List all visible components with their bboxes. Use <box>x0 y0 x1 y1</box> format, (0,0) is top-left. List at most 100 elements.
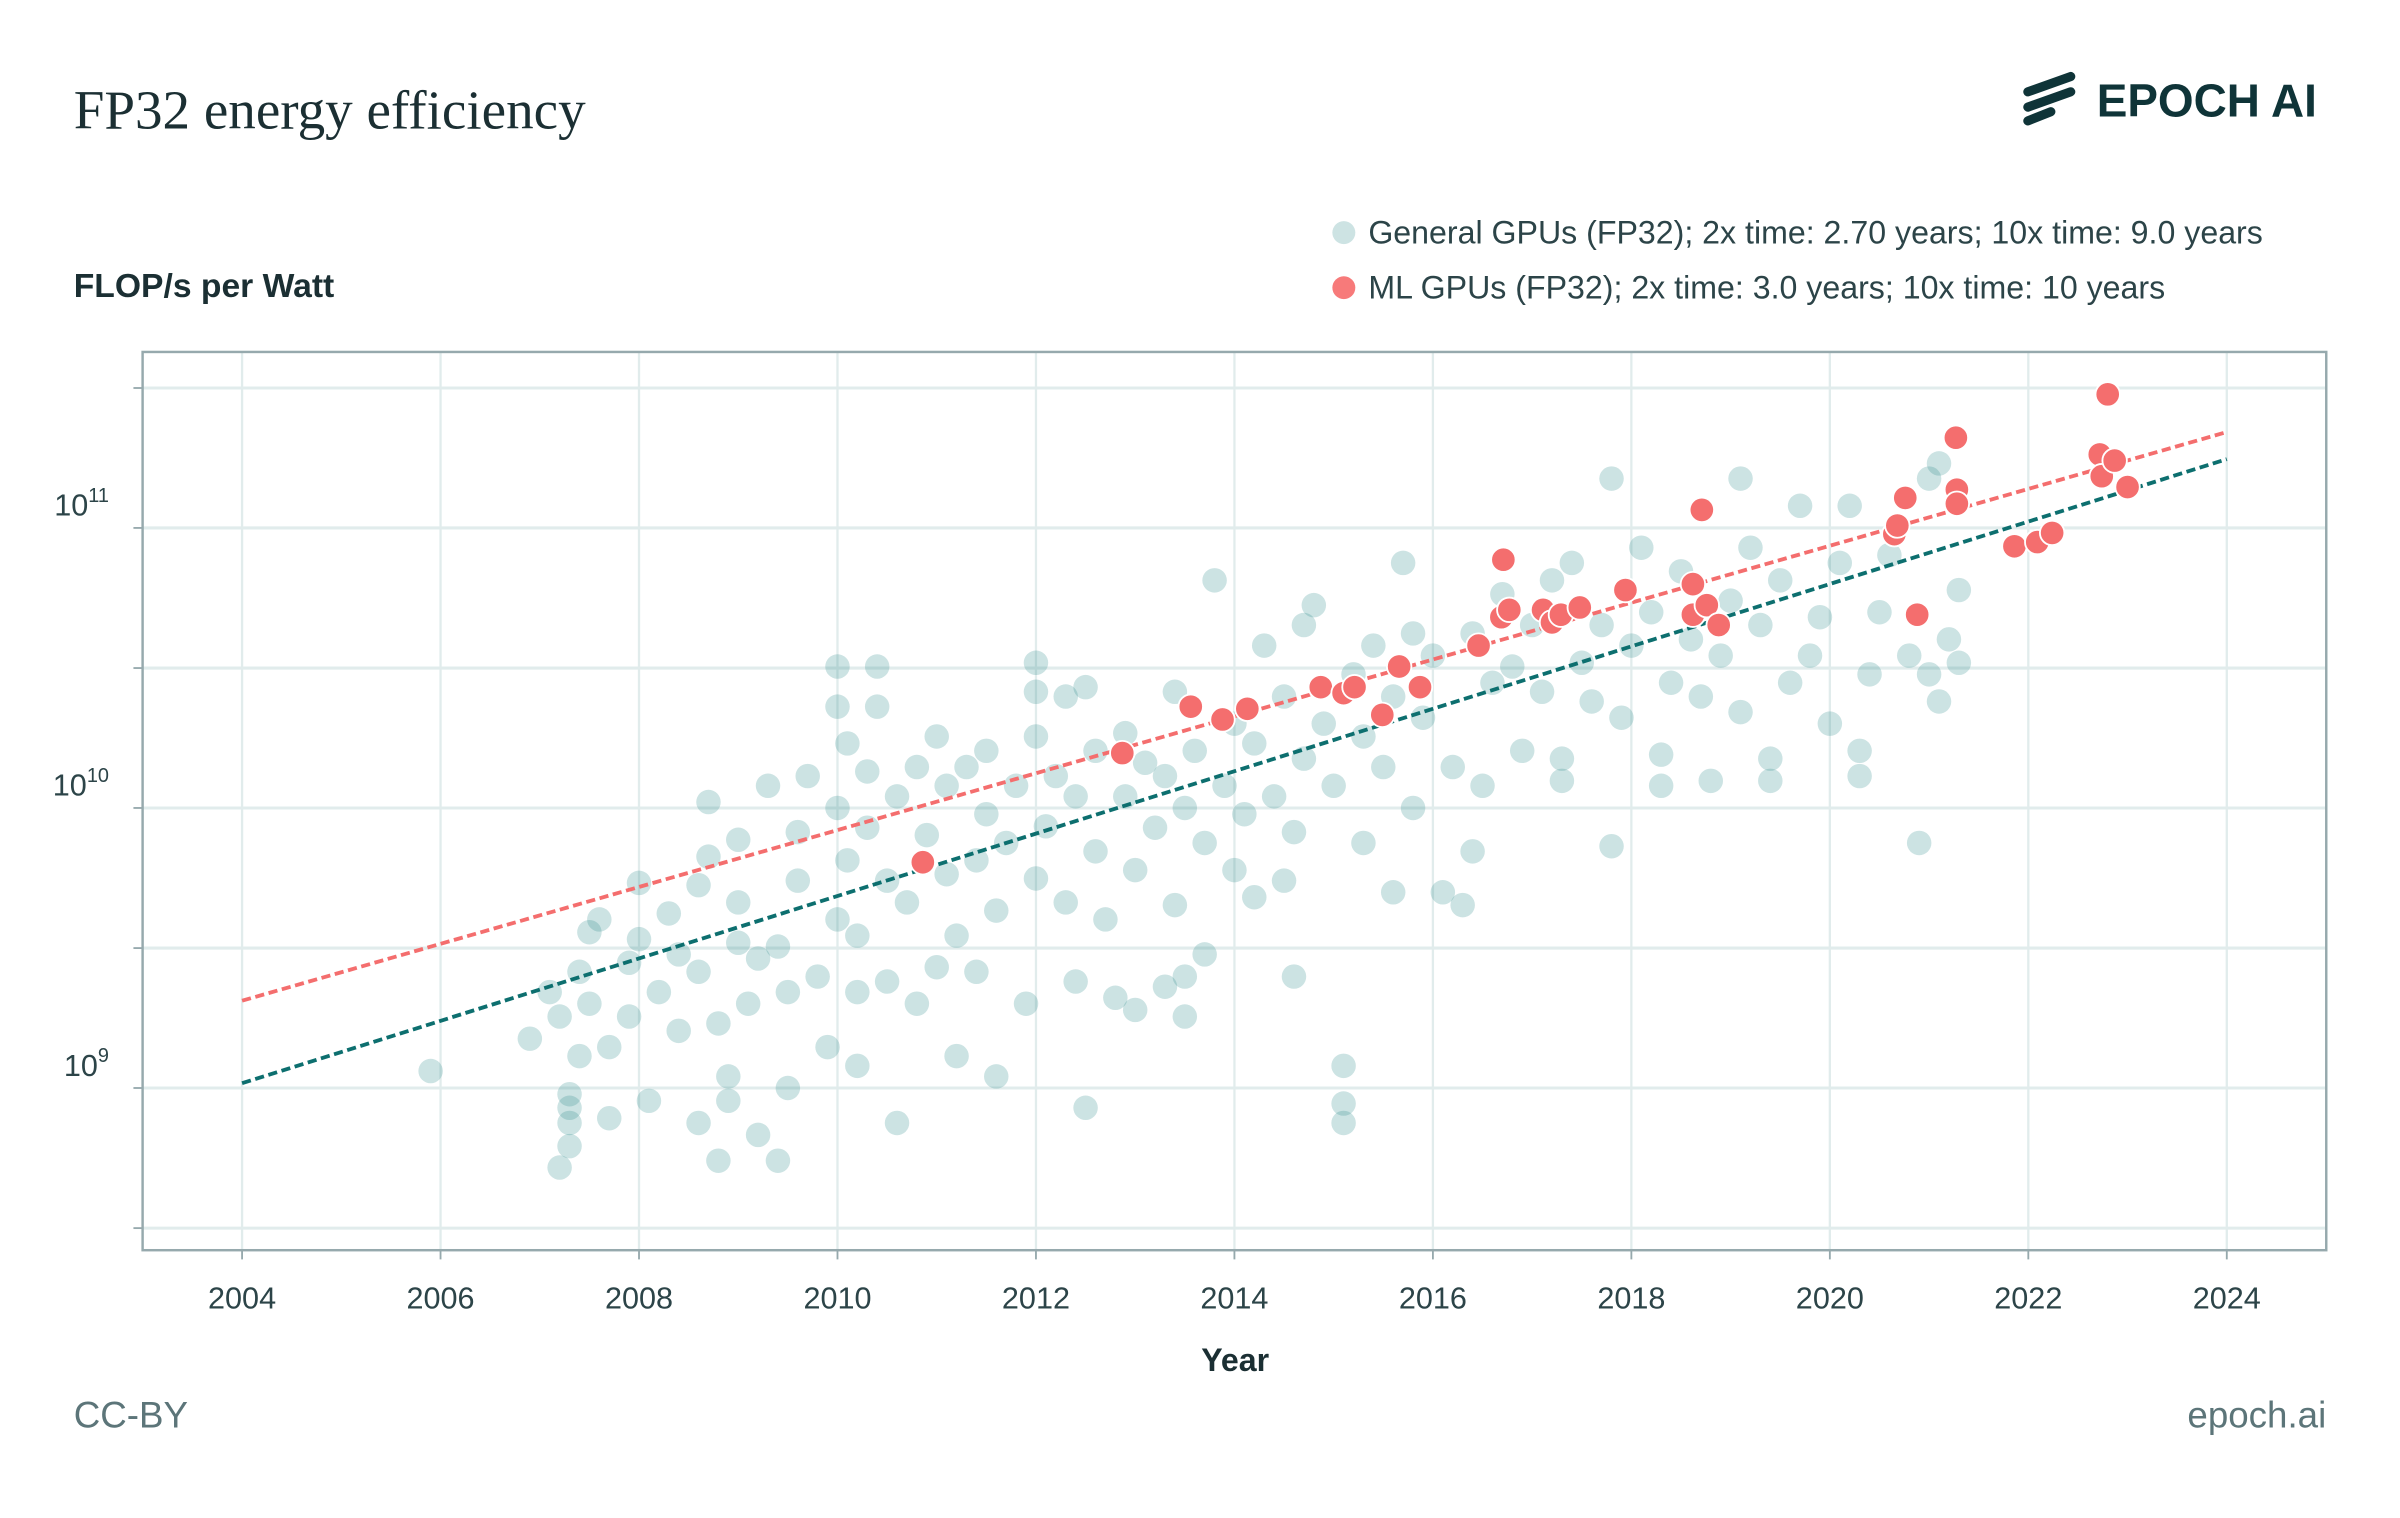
data-point-general <box>1023 866 1049 891</box>
data-point-ml <box>1369 701 1396 729</box>
data-point-general <box>726 890 751 915</box>
data-point-general <box>1599 466 1624 491</box>
data-point-general <box>1758 768 1783 794</box>
data-point-general <box>1787 493 1813 519</box>
data-point-ml <box>1109 739 1136 767</box>
data-point-general <box>1033 814 1059 839</box>
data-point-general <box>855 759 880 784</box>
data-point-general <box>1728 466 1753 491</box>
data-point-general <box>1827 550 1853 576</box>
data-point-general <box>1440 754 1465 780</box>
data-point-general <box>954 754 979 780</box>
data-point-general <box>1460 839 1485 864</box>
data-point-general <box>706 1148 731 1173</box>
y-tick-label: 109 <box>64 1045 109 1083</box>
data-point-general <box>716 1088 741 1114</box>
data-point-general <box>1122 857 1148 883</box>
data-point-ml <box>1705 611 1732 639</box>
data-point-general <box>626 926 652 952</box>
data-point-general <box>1083 839 1108 864</box>
data-point-ml <box>1341 674 1368 701</box>
data-point-general <box>1212 773 1237 799</box>
data-point-ml <box>1386 653 1413 680</box>
data-point-general <box>1172 795 1198 821</box>
data-point-general <box>1192 830 1217 856</box>
data-point-ml <box>2114 473 2141 501</box>
x-tick-label: 2018 <box>1597 1281 1665 1315</box>
data-point-general <box>1549 768 1575 794</box>
data-point-general <box>517 1026 543 1051</box>
data-point-general <box>1122 997 1148 1023</box>
data-point-general <box>755 773 781 799</box>
data-point-general <box>1321 773 1346 799</box>
data-point-general <box>1192 942 1217 967</box>
data-point-general <box>984 1064 1009 1089</box>
data-point-general <box>1648 742 1674 767</box>
data-point-general <box>1053 684 1078 709</box>
data-point-general <box>1073 1095 1098 1121</box>
data-point-general <box>537 979 562 1005</box>
data-point-general <box>557 1133 582 1159</box>
data-point-general <box>765 1148 791 1173</box>
data-point-general <box>914 822 940 848</box>
data-point-general <box>1182 738 1207 764</box>
data-point-general <box>825 907 850 932</box>
x-tick-label: 2004 <box>208 1281 276 1315</box>
data-point-ml <box>909 849 936 876</box>
data-point-general <box>1847 763 1872 789</box>
data-point-general <box>1232 801 1257 827</box>
grid <box>142 351 2327 1251</box>
data-point-general <box>587 907 612 932</box>
data-point-general <box>1896 643 1922 668</box>
data-point-general <box>924 724 949 749</box>
data-point-general <box>1450 892 1475 918</box>
x-tick-label: 2016 <box>1399 1281 1467 1315</box>
data-point-general <box>1222 857 1247 883</box>
data-point-general <box>1777 670 1803 695</box>
data-point-general <box>1103 985 1128 1011</box>
data-point-general <box>974 801 999 827</box>
data-point-general <box>864 694 890 719</box>
data-point-general <box>924 954 949 980</box>
data-point-general <box>835 731 860 756</box>
data-point-general <box>1271 868 1297 893</box>
site-link[interactable]: epoch.ai <box>2187 1395 2326 1436</box>
data-point-general <box>884 784 910 809</box>
data-point-general <box>646 979 672 1005</box>
data-point-general <box>1390 550 1416 576</box>
data-point-general <box>775 1075 801 1101</box>
data-point-general <box>1688 684 1714 709</box>
data-point-general <box>716 1064 741 1089</box>
data-point-general <box>577 919 602 945</box>
data-point-general <box>1380 880 1406 905</box>
data-point-general <box>1847 738 1872 764</box>
data-point-general <box>1906 830 1932 856</box>
data-point-general <box>825 654 850 679</box>
data-point-general <box>1758 746 1783 771</box>
data-point-general <box>1837 493 1862 519</box>
data-point-general <box>706 1011 731 1036</box>
data-point-general <box>557 1081 582 1107</box>
data-point-ml <box>2038 519 2066 547</box>
x-tick-label: 2024 <box>2193 1281 2261 1315</box>
data-point-general <box>835 848 860 873</box>
axes: 2004 2006 2008 2010 2012 2014 2016 2018 2020 2022… <box>53 387 2261 1315</box>
data-point-general <box>1331 1091 1356 1116</box>
data-point-general <box>974 738 999 764</box>
data-point-general <box>964 848 989 873</box>
logo-mark-icon <box>2023 71 2076 126</box>
data-point-ml <box>1177 693 1204 720</box>
data-point-general <box>1926 689 1952 714</box>
data-point-ml <box>1688 496 1715 524</box>
data-point-general <box>825 694 850 719</box>
x-tick-label: 2022 <box>1994 1281 2062 1315</box>
legend-marker-ml <box>1332 276 1356 300</box>
data-point-general <box>547 1155 572 1180</box>
data-point-general <box>1063 969 1088 994</box>
data-point-general <box>696 789 721 815</box>
legend-label-general: General GPUs (FP32); 2x time: 2.70 years… <box>1368 214 2263 250</box>
data-point-general <box>726 827 751 852</box>
data-point-general <box>1023 650 1049 676</box>
data-point-general <box>815 1034 840 1060</box>
y-axis-label: FLOP/s per Watt <box>74 268 335 305</box>
